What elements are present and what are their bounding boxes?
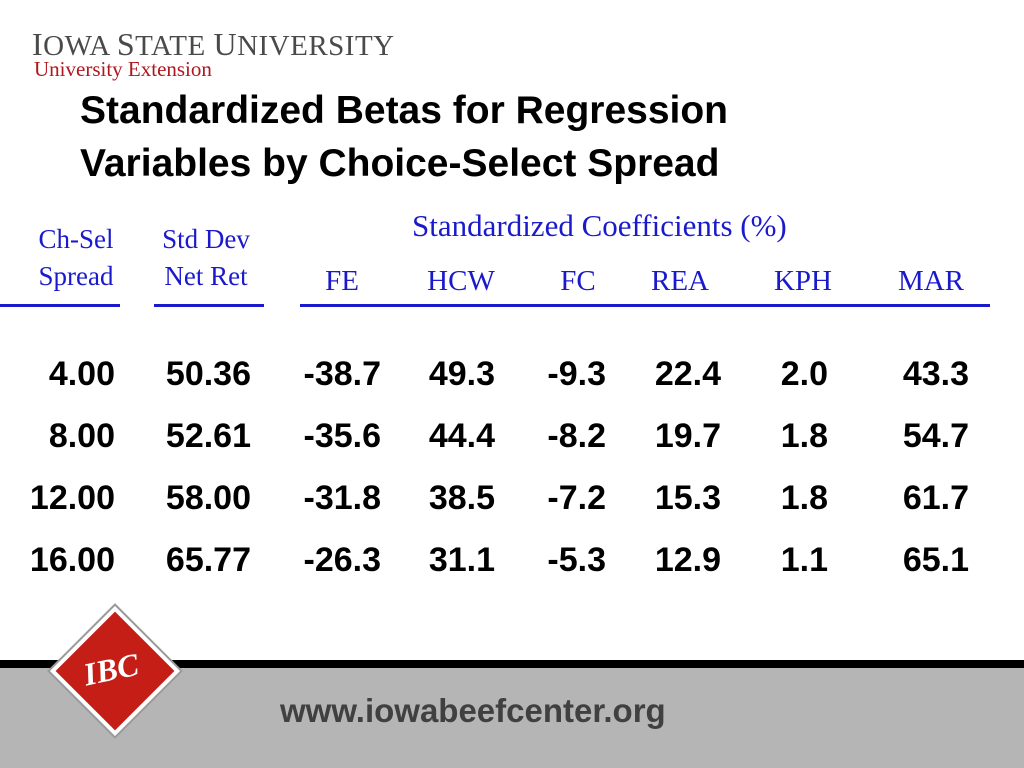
isu-wordmark-owa: OWA: [43, 30, 117, 62]
slide-title: Standardized Betas for Regression Variab…: [80, 84, 980, 190]
col-header-kph: KPH: [773, 265, 832, 297]
cell-rea: 12.9: [654, 541, 721, 579]
cell-spread: 8.00: [48, 417, 115, 455]
title-line-1: Standardized Betas for Regression: [80, 89, 728, 132]
col-header-spread-line1: Ch-Sel: [38, 224, 114, 254]
cell-spread: 16.00: [29, 541, 115, 579]
col-header-stddev: Std Dev Net Ret: [146, 224, 266, 292]
col-header-rea: REA: [651, 265, 709, 297]
cell-fe: -38.7: [303, 355, 382, 393]
isu-wordmark-niversity: NIVERSITY: [237, 30, 395, 62]
cell-mar: 61.7: [902, 479, 969, 517]
table-row: 16.00 65.77 -26.3 31.1 -5.3 12.9 1.1 65.…: [0, 541, 1024, 591]
col-header-stddev-line2: Net Ret: [164, 261, 248, 291]
cell-fe: -31.8: [303, 479, 382, 517]
cell-stddev: 52.61: [165, 417, 251, 455]
cell-spread: 4.00: [48, 355, 115, 393]
isu-wordmark-i: I: [32, 26, 44, 62]
ibc-logo: IBC: [47, 603, 183, 739]
cell-stddev: 65.77: [165, 541, 251, 579]
isu-wordmark-s: S: [116, 26, 136, 62]
header-rule-stddev: [154, 304, 264, 307]
cell-rea: 15.3: [654, 479, 721, 517]
col-header-fe: FE: [325, 265, 359, 297]
cell-kph: 1.1: [780, 541, 828, 579]
table-row: 8.00 52.61 -35.6 44.4 -8.2 19.7 1.8 54.7: [0, 417, 1024, 467]
col-header-spread: Ch-Sel Spread: [16, 224, 136, 292]
cell-kph: 2.0: [780, 355, 828, 393]
col-header-fc: FC: [560, 265, 596, 297]
coefficients-group-header: Standardized Coefficients (%): [412, 208, 787, 243]
extension-wordmark: University Extension: [34, 57, 212, 81]
cell-fe: -35.6: [303, 417, 382, 455]
title-line-2: Variables by Choice-Select Spread: [80, 142, 720, 185]
cell-hcw: 44.4: [428, 417, 495, 455]
cell-rea: 22.4: [654, 355, 721, 393]
cell-mar: 65.1: [902, 541, 969, 579]
cell-fe: -26.3: [303, 541, 382, 579]
isu-wordmark-u: U: [213, 26, 238, 62]
cell-kph: 1.8: [780, 417, 828, 455]
cell-stddev: 58.00: [165, 479, 251, 517]
cell-kph: 1.8: [780, 479, 828, 517]
cell-hcw: 31.1: [428, 541, 495, 579]
col-header-spread-line2: Spread: [38, 261, 114, 291]
cell-fc: -7.2: [547, 479, 606, 517]
col-header-stddev-line1: Std Dev: [162, 224, 250, 254]
cell-fc: -5.3: [547, 541, 606, 579]
header-rule-coefficients: [300, 304, 990, 307]
table-row: 4.00 50.36 -38.7 49.3 -9.3 22.4 2.0 43.3: [0, 355, 1024, 405]
cell-hcw: 38.5: [428, 479, 495, 517]
cell-mar: 54.7: [902, 417, 969, 455]
isu-wordmark: IOWA STATE UNIVERSITY: [32, 26, 395, 63]
cell-hcw: 49.3: [428, 355, 495, 393]
table-row: 12.00 58.00 -31.8 38.5 -7.2 15.3 1.8 61.…: [0, 479, 1024, 529]
cell-spread: 12.00: [29, 479, 115, 517]
cell-fc: -9.3: [547, 355, 606, 393]
col-header-mar: MAR: [897, 265, 965, 297]
cell-rea: 19.7: [654, 417, 721, 455]
col-header-hcw: HCW: [427, 265, 495, 297]
isu-wordmark-tate: TATE: [135, 30, 214, 62]
header-rule-spread: [0, 304, 120, 307]
cell-stddev: 50.36: [165, 355, 251, 393]
footer-url-link[interactable]: www.iowabeefcenter.org: [280, 692, 666, 729]
cell-mar: 43.3: [902, 355, 969, 393]
cell-fc: -8.2: [547, 417, 606, 455]
